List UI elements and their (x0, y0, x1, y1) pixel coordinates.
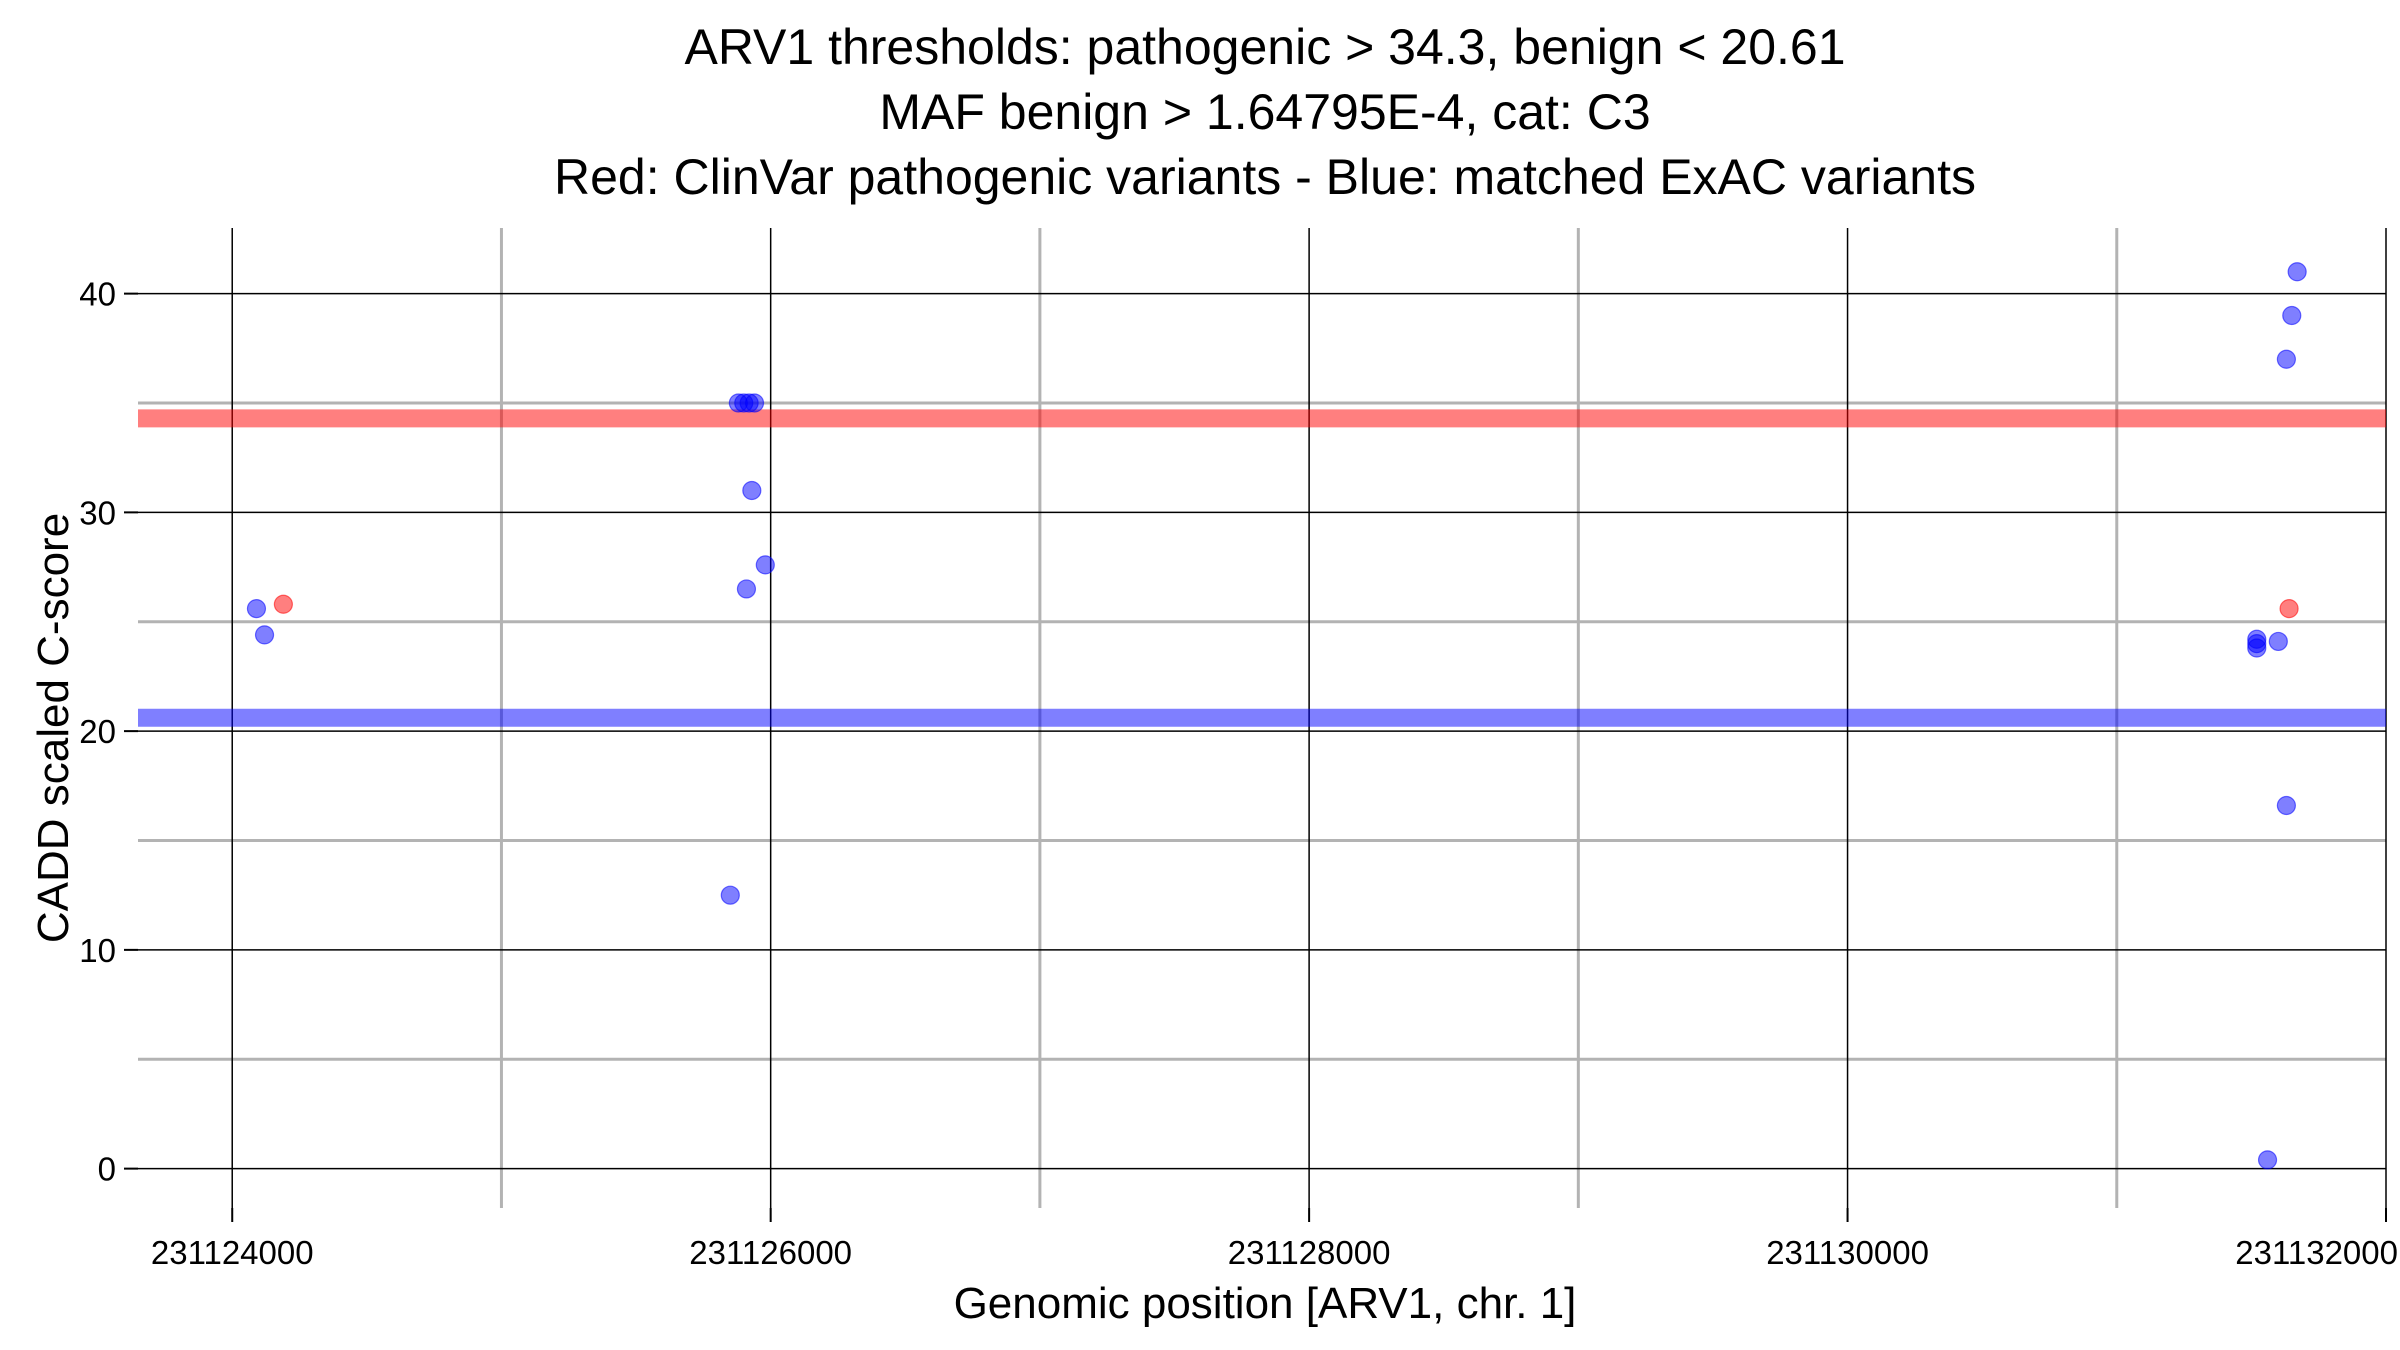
x-tick-label: 231130000 (1766, 1234, 1929, 1271)
exac-variant-point (742, 480, 762, 501)
exac-variant-point (246, 599, 267, 619)
exac-variant-point (2287, 262, 2307, 282)
exac-variant-point (2282, 305, 2302, 326)
x-tick-label: 231126000 (689, 1234, 852, 1271)
title-line-2: MAF benign > 1.64795E-4, cat: C3 (879, 84, 1650, 140)
y-axis-title: CADD scaled C-score (29, 513, 78, 943)
exac-variant-point (2268, 631, 2288, 652)
clinvar-pathogenic-point (2279, 599, 2299, 619)
title-line-1: ARV1 thresholds: pathogenic > 34.3, beni… (684, 19, 1845, 75)
exac-variant-point (2276, 795, 2296, 816)
threshold-lines (138, 409, 2386, 727)
exac-variant-point (2257, 1150, 2278, 1170)
data-points (246, 262, 2307, 1170)
exac-variant-point (736, 579, 757, 599)
title-line-3: Red: ClinVar pathogenic variants - Blue:… (554, 149, 1976, 205)
clinvar-pathogenic-point (273, 594, 293, 614)
exac-variant-point (755, 555, 775, 575)
x-axis-title: Genomic position [ARV1, chr. 1] (954, 1279, 1577, 1328)
exac-variant-point (720, 885, 740, 905)
x-tick-label: 231124000 (151, 1234, 314, 1271)
exac-variant-point (2247, 629, 2267, 649)
tick-labels: 0 10 20 30 40 231124000 231126000 231128000 2311… (79, 276, 2398, 1271)
y-tick-label: 10 (79, 932, 116, 969)
chart-title: ARV1 thresholds: pathogenic > 34.3, beni… (554, 19, 1976, 205)
y-tick-label: 40 (79, 276, 116, 313)
exac-variant-point (254, 625, 275, 645)
x-tick-label: 231128000 (1228, 1234, 1391, 1271)
y-tick-label: 0 (98, 1151, 116, 1188)
x-tick-label: 231132000 (2235, 1234, 2398, 1271)
axis-ticks (124, 292, 2387, 1222)
exac-variant-point (744, 393, 765, 413)
y-tick-label: 20 (79, 713, 116, 750)
minor-gridlines (138, 228, 2386, 1208)
y-tick-label: 30 (79, 494, 116, 531)
exac-variant-point (2276, 349, 2296, 369)
